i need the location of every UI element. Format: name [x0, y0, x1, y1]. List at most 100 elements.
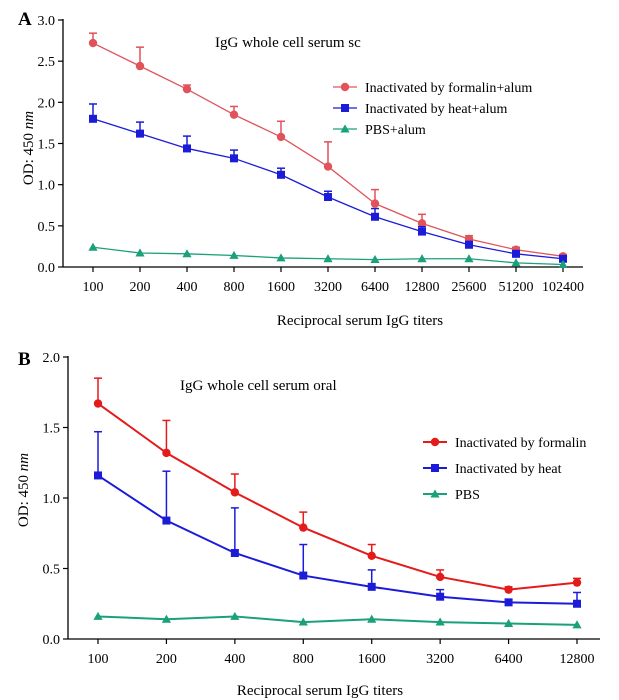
- legend: Inactivated by formalin Inactivated by he…: [423, 436, 586, 503]
- data-point: [371, 212, 379, 221]
- series-1: [94, 430, 581, 608]
- data-point: [436, 592, 445, 601]
- data-point: [418, 227, 426, 236]
- chart-b-title: IgG whole cell serum oral: [180, 378, 337, 394]
- data-point: [161, 614, 172, 623]
- x-tick-label: 100: [83, 280, 104, 295]
- y-tick-label: 1.0: [43, 492, 61, 507]
- data-point: [183, 144, 191, 153]
- x-tick-label: 3200: [426, 652, 454, 667]
- x-tick-label: 6400: [361, 280, 389, 295]
- series-2: [88, 242, 568, 268]
- legend-label: Inactivated by formalin: [455, 436, 586, 451]
- data-point: [504, 598, 513, 607]
- data-point: [135, 248, 145, 257]
- chart-panel-b: B IgG whole cell serum oral Reciprocal s…: [0, 335, 619, 700]
- data-point: [299, 571, 308, 580]
- y-tick-label: 2.0: [43, 351, 61, 366]
- x-tick-label: 3200: [314, 280, 342, 295]
- data-point: [511, 258, 521, 267]
- data-point: [324, 193, 332, 202]
- data-point: [367, 582, 376, 591]
- data-point: [503, 618, 514, 627]
- data-point: [573, 599, 581, 608]
- y-tick-label: 0.0: [38, 261, 56, 276]
- legend-label: PBS+alum: [365, 123, 426, 138]
- y-tick-label: 2.5: [38, 55, 56, 70]
- data-point: [230, 488, 240, 497]
- y-tick-label: 1.5: [43, 422, 61, 437]
- series-0: [93, 377, 582, 594]
- y-tick-label: 2.0: [38, 96, 56, 111]
- chart-panel-a: A IgG whole cell serum sc Reciprocal ser…: [0, 0, 619, 335]
- y-tick-label: 0.0: [43, 633, 61, 648]
- data-point: [230, 154, 238, 163]
- chart-a-ylabel: OD: 450 nm: [21, 111, 37, 185]
- legend-label: PBS: [455, 488, 480, 503]
- chart-b-svg: B IgG whole cell serum oral Reciprocal s…: [16, 349, 600, 699]
- chart-b-ylabel-unit: nm: [16, 453, 32, 472]
- x-tick-label: 25600: [452, 280, 487, 295]
- legend: Inactivated by formalin+alum Inactivated …: [333, 81, 532, 138]
- chart-a-svg: A IgG whole cell serum sc Reciprocal ser…: [18, 9, 585, 329]
- legend-swatch-marker: [430, 437, 440, 447]
- x-tick-label: 800: [224, 280, 245, 295]
- data-point: [572, 578, 582, 587]
- data-point: [276, 132, 286, 142]
- legend-swatch-marker: [340, 82, 350, 92]
- chart-b-ylabel: OD: 450 nm: [16, 453, 32, 527]
- chart-a-xlabel: Reciprocal serum IgG titers: [277, 313, 443, 329]
- data-point: [229, 110, 239, 119]
- series-line: [97, 474, 578, 605]
- chart-b-ylabel-prefix: OD: 450: [16, 471, 32, 527]
- panel-letter-a: A: [18, 9, 32, 30]
- data-point: [370, 199, 380, 208]
- data-point: [93, 611, 103, 620]
- legend-swatch-marker: [340, 124, 350, 133]
- y-tick-label: 1.5: [38, 138, 56, 153]
- x-tick-label: 102400: [542, 280, 584, 295]
- data-point: [88, 38, 98, 48]
- data-point: [277, 170, 285, 179]
- series-line: [97, 615, 578, 626]
- data-point: [512, 249, 520, 258]
- data-point: [558, 259, 568, 268]
- x-tick-label: 200: [156, 652, 177, 667]
- chart-b-xlabel: Reciprocal serum IgG titers: [237, 683, 403, 699]
- data-point: [230, 611, 240, 620]
- plot-area-1: 0.0 0.5 1.0 1.5 2.0 100 200 400 800 1600 3200 6400 1…: [43, 351, 600, 667]
- x-tick-label: 12800: [405, 280, 440, 295]
- data-point: [93, 399, 103, 408]
- series-line: [97, 402, 578, 591]
- series-0: [88, 32, 568, 261]
- series-1: [89, 103, 567, 263]
- data-point: [323, 254, 333, 263]
- legend-swatch-marker: [430, 489, 440, 498]
- series-2: [93, 611, 582, 629]
- data-point: [417, 254, 427, 263]
- x-tick-label: 100: [88, 652, 109, 667]
- series-line: [92, 118, 564, 260]
- data-point: [435, 572, 445, 582]
- data-point: [367, 614, 377, 623]
- data-point: [417, 219, 427, 228]
- chart-a-ylabel-unit: nm: [21, 111, 37, 130]
- x-tick-label: 400: [224, 652, 245, 667]
- data-point: [89, 114, 97, 123]
- data-point: [298, 617, 308, 626]
- panel-letter-b: B: [18, 349, 31, 370]
- data-point: [276, 253, 286, 262]
- legend-label: Inactivated by heat+alum: [365, 102, 508, 117]
- data-point: [136, 129, 144, 138]
- y-tick-label: 0.5: [43, 563, 61, 578]
- chart-a-ylabel-prefix: OD: 450: [21, 129, 37, 185]
- data-point: [559, 254, 567, 263]
- legend-label: Inactivated by heat: [455, 462, 562, 477]
- y-tick-label: 3.0: [38, 14, 56, 29]
- data-point: [229, 250, 239, 259]
- plot-area-0: 0.0 0.5 1.0 1.5 2.0 2.5 3.0 100 200 400 800 1600 320…: [38, 14, 585, 295]
- x-tick-label: 800: [293, 652, 314, 667]
- data-point: [367, 551, 376, 561]
- legend-swatch-marker: [431, 464, 439, 472]
- data-point: [230, 548, 239, 557]
